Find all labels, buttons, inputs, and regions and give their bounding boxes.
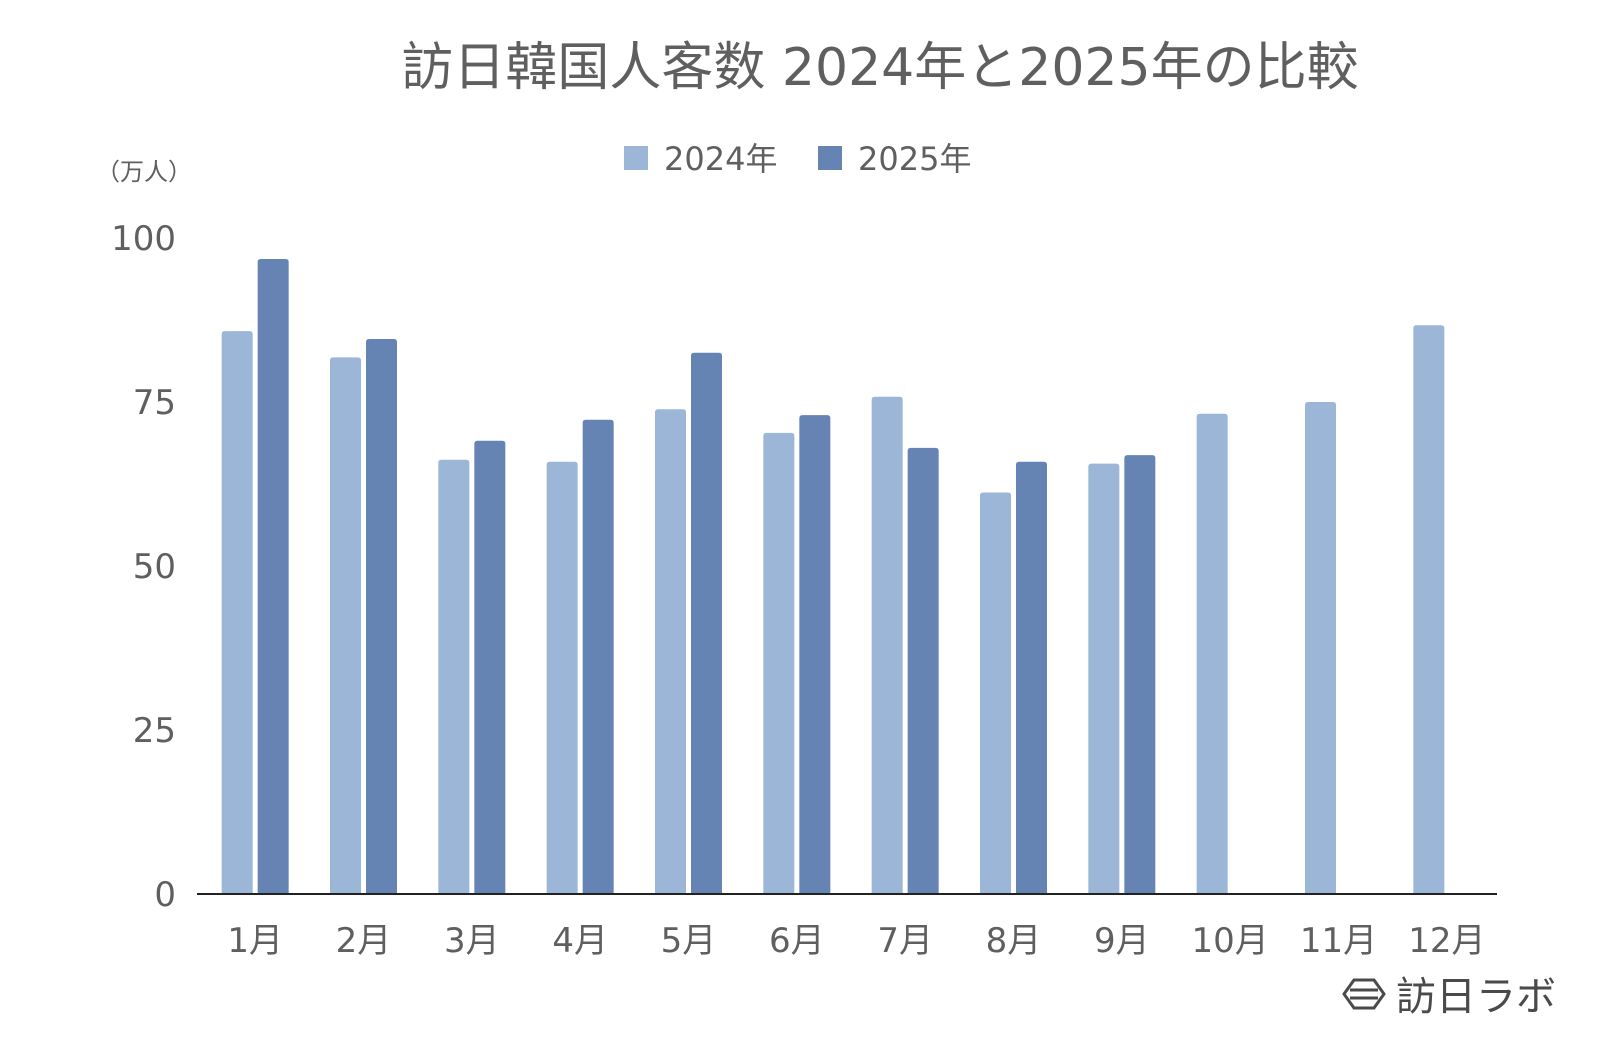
- x-tick-label: 8月: [986, 921, 1042, 961]
- x-tick-label: 11月: [1300, 921, 1377, 961]
- bar-2025: [1124, 455, 1156, 894]
- bar-2025: [582, 419, 614, 894]
- bar-2025: [1016, 461, 1047, 894]
- x-tick-label: 9月: [1094, 921, 1150, 961]
- bar-2024: [1088, 463, 1120, 894]
- legend-item-2025: 2025年: [818, 140, 971, 178]
- bar-2025: [257, 258, 289, 894]
- legend-swatch-2025: [818, 146, 842, 170]
- y-axis-ticks: 0 25 50 75 100: [111, 219, 176, 915]
- x-tick-label: 10月: [1192, 921, 1269, 961]
- legend-label-2024: 2024年: [664, 140, 777, 178]
- x-tick-label: 12月: [1408, 921, 1485, 961]
- x-tick-label: 2月: [336, 921, 392, 961]
- bar-2024: [980, 492, 1011, 894]
- bar-2025: [366, 339, 397, 894]
- y-tick-label: 75: [133, 383, 176, 423]
- x-tick-label: 4月: [552, 921, 608, 961]
- x-axis-ticks: 1月 2月 3月 4月 5月 6月 7月 8月 9月 10月 11月 12月: [227, 921, 1485, 961]
- hexagon-logo-icon: [1342, 978, 1386, 1010]
- bar-2024: [221, 331, 253, 895]
- bar-2024: [1305, 402, 1336, 894]
- chart-title: 訪日韓国人客数 2024年と2025年の比較: [401, 38, 1358, 98]
- legend: 2024年 2025年: [624, 140, 971, 178]
- x-tick-label: 3月: [444, 921, 500, 961]
- brand-name: 訪日ラボ: [1396, 974, 1556, 1020]
- legend-swatch-2024: [624, 146, 648, 170]
- x-tick-label: 6月: [769, 921, 825, 961]
- bar-2024: [330, 357, 361, 895]
- bars: [221, 258, 1445, 895]
- legend-item-2024: 2024年: [624, 140, 777, 178]
- bar-2025: [474, 440, 506, 894]
- bar-2025: [907, 447, 939, 894]
- y-axis-unit-label: （万人）: [96, 158, 192, 186]
- bar-2024: [1413, 325, 1445, 894]
- bar-2024: [1196, 413, 1228, 894]
- x-tick-label: 5月: [661, 921, 717, 961]
- brand-logo: 訪日ラボ: [1342, 974, 1556, 1020]
- bar-2025: [799, 415, 831, 894]
- x-tick-label: 7月: [877, 921, 933, 961]
- legend-label-2025: 2025年: [858, 140, 971, 178]
- bar-2024: [763, 432, 795, 894]
- bar-2024: [871, 396, 903, 894]
- bar-2025: [691, 352, 722, 894]
- y-tick-label: 25: [133, 711, 176, 751]
- y-tick-label: 100: [111, 219, 176, 259]
- bar-2024: [655, 409, 686, 894]
- y-tick-label: 0: [154, 875, 176, 915]
- y-tick-label: 50: [133, 547, 176, 587]
- x-tick-label: 1月: [227, 921, 283, 961]
- bar-2024: [438, 459, 470, 894]
- bar-2024: [546, 461, 578, 894]
